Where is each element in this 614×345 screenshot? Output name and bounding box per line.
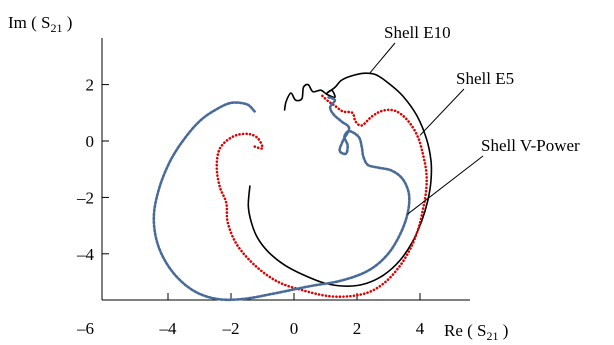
x-tick-label: 0	[290, 319, 299, 338]
y-ticks: –6 –4 –2 0 2	[76, 76, 109, 338]
x-tick-label: 2	[353, 319, 362, 338]
leader-line-shell-v-power	[407, 155, 484, 215]
y-tick-label: 0	[86, 132, 95, 151]
leader-line-shell-e5	[419, 88, 465, 136]
x-ticks: –4 –2 0 2 4	[159, 293, 425, 338]
y-tick-label: –4	[76, 245, 95, 264]
y-tick-label: –2	[76, 188, 94, 207]
annotation-label-shell-e10: Shell E10	[384, 23, 451, 42]
series-line-shell-e5	[215, 94, 428, 298]
x-tick-label: –2	[222, 319, 240, 338]
y-tick-label: –6	[76, 319, 94, 338]
series-layer	[152, 72, 433, 302]
x-tick-label: –4	[159, 319, 178, 338]
annotation-label-shell-v-power: Shell V-Power	[481, 136, 580, 155]
x-axis-label: Re ( S21 )	[444, 321, 508, 343]
series-line-shell-e10	[247, 72, 433, 287]
annotation-layer: Shell E10 Shell E5 Shell V-Power	[369, 23, 580, 215]
annotation-label-shell-e5: Shell E5	[456, 69, 514, 88]
y-axis-label: Im ( S21 )	[8, 13, 72, 35]
leader-line-shell-e10	[369, 42, 396, 74]
x-tick-label: 4	[416, 319, 425, 338]
axes	[101, 38, 470, 301]
series-line-shell-v-power	[152, 96, 411, 302]
y-tick-label: 2	[86, 76, 95, 95]
